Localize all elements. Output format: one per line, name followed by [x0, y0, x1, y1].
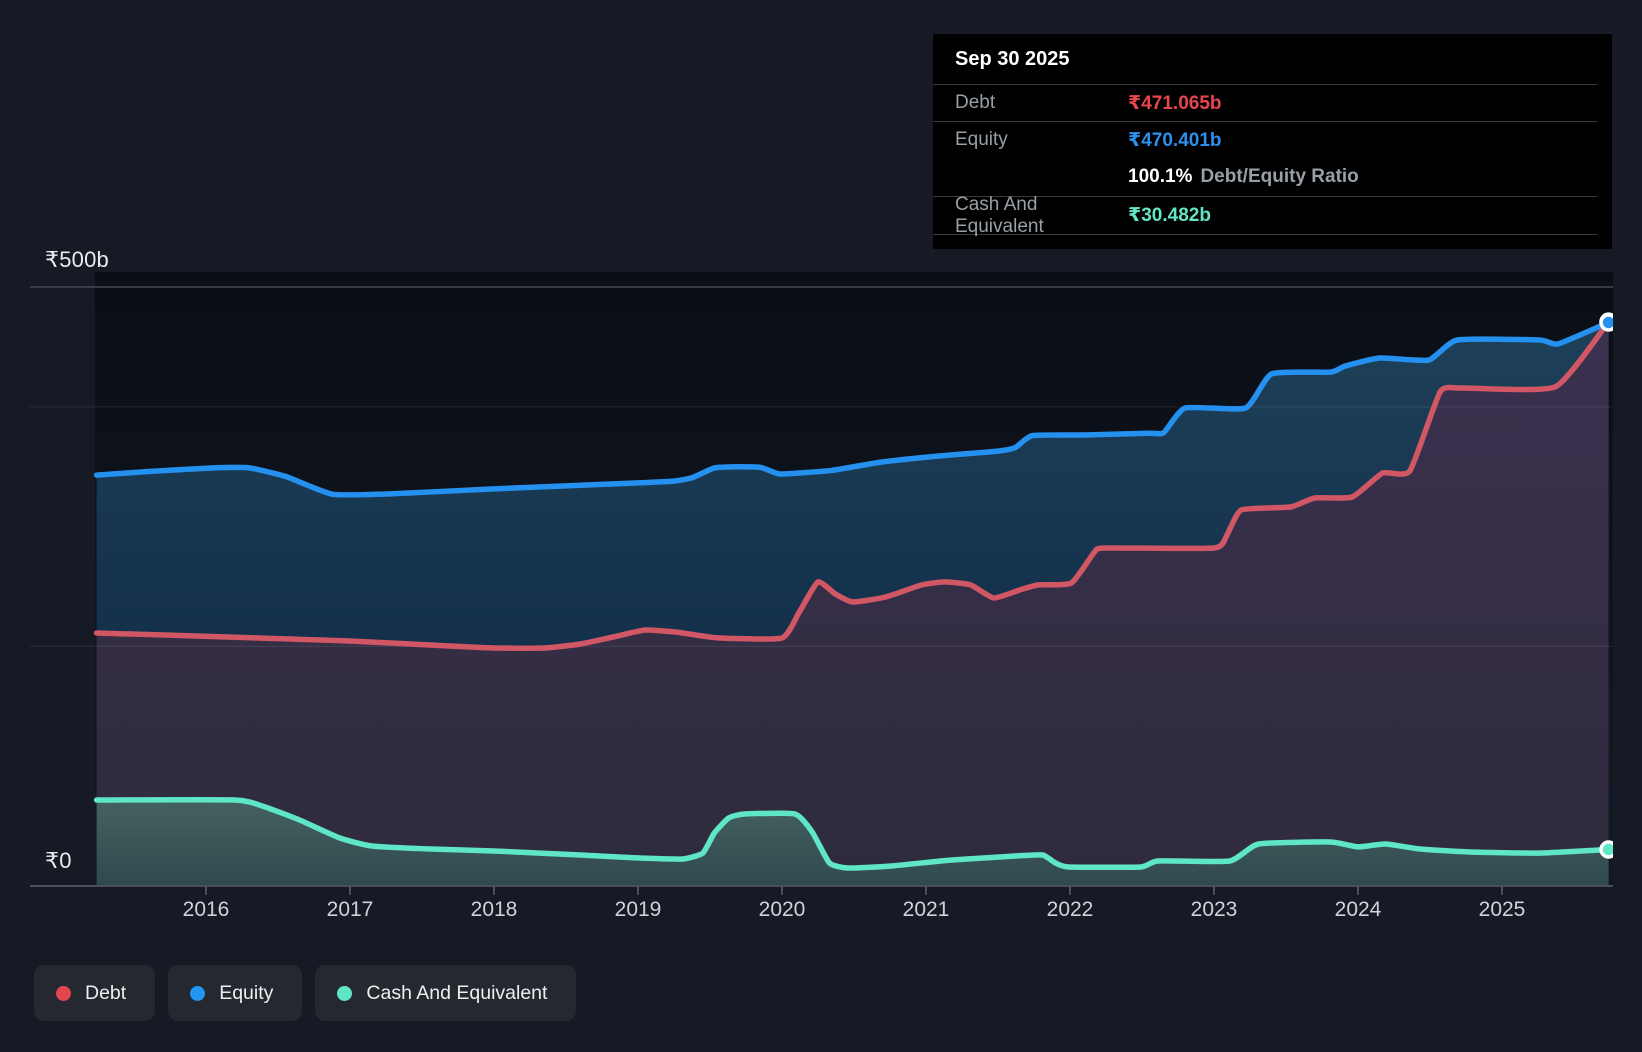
x-label-2023: 2023 [1191, 898, 1238, 921]
tooltip-cash-label: Cash And Equivalent [955, 193, 1044, 237]
tooltip-cash-value: ₹30.482b [1128, 205, 1211, 226]
tooltip-equity-row: Equity ₹470.401b [933, 121, 1597, 158]
cash-area-fill [96, 799, 1609, 886]
x-label-2021: 2021 [903, 898, 950, 921]
x-label-2019: 2019 [615, 898, 662, 921]
tooltip-cash-row: Cash And Equivalent ₹30.482b [933, 193, 1597, 237]
y-axis-zero-label: ₹0 [45, 848, 72, 873]
legend-dot-icon [190, 985, 206, 1001]
tooltip-equity-label: Equity [955, 129, 1008, 150]
x-label-2024: 2024 [1335, 898, 1382, 921]
equity-area-fill [96, 321, 1609, 649]
chart-tooltip: Sep 30 2025 Debt ₹471.065b Equity ₹470.4… [933, 34, 1612, 249]
legend-label: Debt [85, 981, 127, 1004]
tooltip-debt-value: ₹471.065b [1128, 92, 1222, 114]
legend-pill-debt[interactable]: Debt [34, 965, 156, 1021]
x-label-2017: 2017 [327, 898, 374, 921]
x-label-2016: 2016 [183, 898, 230, 921]
x-label-2018: 2018 [471, 898, 518, 921]
tooltip-date: Sep 30 2025 [955, 48, 1070, 70]
legend-pill-cash-and-equivalent[interactable]: Cash And Equivalent [315, 965, 577, 1021]
equity-endpoint-dot[interactable] [1599, 313, 1616, 332]
tooltip-debt-label: Debt [955, 92, 996, 113]
tooltip-debt-row: Debt ₹471.065b [933, 84, 1597, 121]
chart-legend: Debt Equity Cash And Equivalent [34, 965, 577, 1021]
cash-endpoint-dot[interactable] [1599, 840, 1616, 859]
debt-line[interactable] [93, 318, 1612, 651]
legend-label: Cash And Equivalent [366, 981, 548, 1004]
tooltip-ratio-value: 100.1% [1128, 166, 1193, 187]
cash-line[interactable] [93, 797, 1612, 871]
debt-area-fill [96, 321, 1609, 869]
legend-dot-icon [337, 985, 353, 1001]
x-label-2022: 2022 [1047, 898, 1094, 921]
legend-label: Equity [219, 981, 274, 1004]
tooltip-equity-value: ₹470.401b [1128, 129, 1222, 151]
x-label-2025: 2025 [1479, 898, 1526, 921]
y-axis-max-label: ₹500b [45, 247, 109, 272]
legend-pill-equity[interactable]: Equity [168, 965, 303, 1021]
equity-line[interactable] [93, 319, 1612, 498]
tooltip-ratio-label: Debt/Equity Ratio [1200, 166, 1359, 187]
tooltip-ratio-row: 100.1% Debt/Equity Ratio [933, 158, 1597, 196]
x-label-2020: 2020 [759, 898, 806, 921]
legend-dot-icon [56, 985, 71, 1001]
